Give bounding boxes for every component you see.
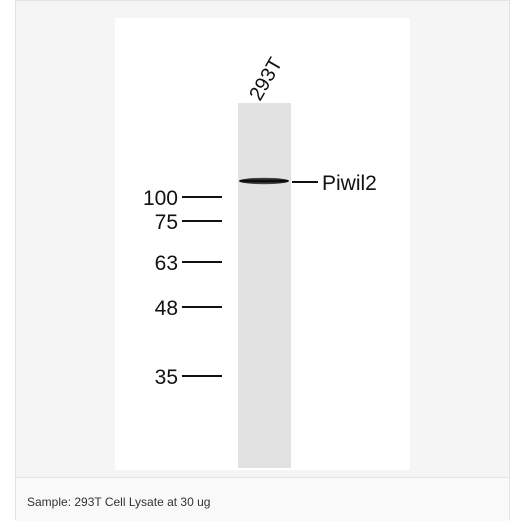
caption: Sample: 293T Cell Lysate at 30 ug bbox=[27, 495, 211, 509]
band-label: Piwil2 bbox=[322, 172, 377, 195]
caption-area: Sample: 293T Cell Lysate at 30 ug bbox=[16, 477, 509, 521]
marker-label: 75 bbox=[155, 211, 178, 234]
marker-label: 48 bbox=[155, 297, 178, 320]
marker-label: 100 bbox=[143, 187, 178, 210]
band bbox=[239, 177, 289, 185]
lane bbox=[238, 103, 291, 468]
marker-label: 63 bbox=[155, 252, 178, 275]
marker-label: 35 bbox=[155, 366, 178, 389]
